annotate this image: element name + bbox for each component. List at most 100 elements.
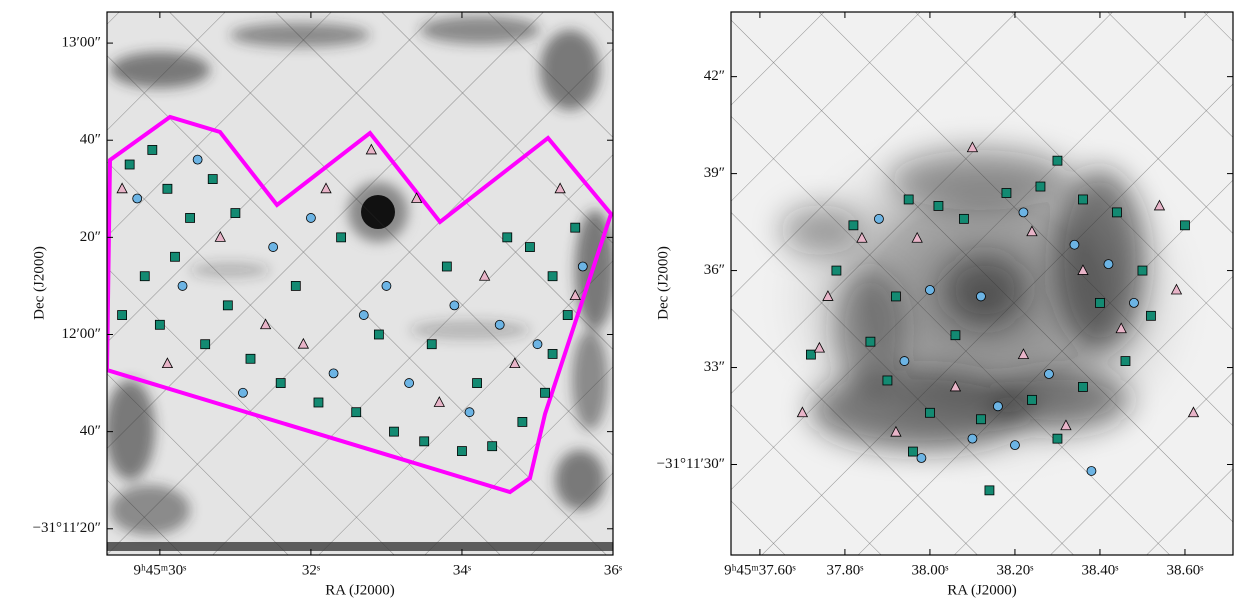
axes-frame: [730, 11, 1234, 556]
square-marker: [1001, 188, 1012, 198]
square-marker: [1120, 356, 1131, 366]
triangle-marker: [1026, 225, 1038, 237]
triangle-marker: [911, 231, 923, 243]
square-marker: [806, 349, 816, 360]
square-marker: [373, 329, 384, 340]
y-tick-label: 40″: [80, 423, 101, 439]
square-marker: [976, 414, 986, 425]
circle-marker: [177, 281, 188, 291]
axes-frame: [106, 11, 614, 556]
square-marker: [230, 208, 241, 218]
circle-marker: [1044, 369, 1054, 379]
circle-marker: [268, 242, 279, 252]
x-tick-label: 32ˢ: [302, 562, 320, 578]
square-marker: [336, 232, 347, 243]
square-marker: [1095, 297, 1105, 308]
triangle-marker: [569, 289, 581, 301]
square-marker: [457, 446, 467, 456]
x-tick-label: 36ˢ: [604, 562, 622, 578]
square-marker: [831, 265, 842, 276]
markers: [796, 141, 1200, 496]
square-marker: [1035, 181, 1046, 192]
field-outline: [107, 114, 613, 495]
circle-marker: [967, 433, 978, 444]
square-marker: [170, 251, 180, 262]
triangle-marker: [433, 396, 445, 407]
triangle-marker: [320, 182, 332, 194]
triangle-marker: [1060, 419, 1072, 431]
x-tick-label: 38.20ˢ: [996, 562, 1033, 578]
square-marker: [547, 349, 558, 359]
triangle-marker: [1170, 283, 1183, 295]
square-marker: [441, 261, 452, 272]
x-tick-label: 38.40ˢ: [1081, 562, 1118, 578]
y-tick-label: −31°11′30″: [657, 456, 725, 472]
square-marker: [547, 271, 558, 282]
triangle-marker: [966, 141, 979, 153]
x-tick-label: 34ˢ: [453, 562, 471, 578]
triangle-marker: [949, 380, 962, 392]
square-marker: [1052, 155, 1063, 166]
triangle-marker: [796, 406, 809, 418]
triangle-marker: [410, 192, 423, 203]
circle-marker: [874, 213, 884, 224]
y-tick-label: −31°11′20″: [33, 520, 101, 536]
y-tick-label: 20″: [80, 229, 101, 245]
square-marker: [290, 281, 301, 291]
x-tick-label: 38.00ˢ: [911, 562, 948, 578]
square-marker: [959, 213, 969, 224]
square-marker: [1027, 394, 1037, 405]
square-marker: [1052, 433, 1063, 444]
circle-marker: [328, 368, 339, 379]
circle-marker: [1018, 207, 1029, 218]
square-marker: [1078, 382, 1088, 392]
square-marker: [426, 339, 437, 350]
x-tick-label: 9ʰ45ᵐ37.60ˢ: [724, 562, 796, 578]
square-marker: [570, 222, 581, 233]
markers: [116, 143, 588, 456]
y-tick-label: 40″: [80, 132, 101, 148]
square-marker: [865, 336, 876, 347]
triangle-marker: [161, 357, 174, 369]
triangle-marker: [365, 143, 377, 155]
x-axis-label: RA (J2000): [947, 582, 1017, 598]
triangle-marker: [509, 357, 521, 369]
circle-marker: [449, 300, 460, 311]
square-marker: [502, 232, 513, 243]
square-marker: [117, 310, 128, 320]
square-marker: [185, 213, 195, 223]
square-marker: [207, 174, 218, 184]
square-marker: [517, 417, 528, 427]
square-marker: [154, 319, 165, 330]
circle-marker: [925, 285, 935, 295]
sky-image-right: [731, 12, 1233, 555]
circle-marker: [899, 356, 910, 366]
circle-marker: [1129, 297, 1139, 308]
square-marker: [472, 378, 482, 388]
square-marker: [275, 378, 286, 388]
square-marker: [908, 446, 918, 457]
triangle-marker: [116, 182, 128, 194]
triangle-marker: [478, 269, 491, 281]
y-axis-label: Dec (J2000): [31, 246, 47, 320]
square-marker: [487, 441, 498, 452]
circle-marker: [993, 401, 1003, 412]
square-marker: [313, 397, 324, 408]
square-marker: [1112, 207, 1122, 218]
square-marker: [891, 291, 901, 302]
y-axis-label: Dec (J2000): [655, 246, 671, 320]
square-marker: [1146, 310, 1156, 321]
triangle-marker: [856, 231, 868, 243]
square-marker: [124, 159, 135, 170]
triangle-marker: [554, 182, 566, 194]
square-marker: [200, 339, 211, 350]
circle-marker: [577, 261, 588, 272]
triangle-marker: [1153, 199, 1166, 211]
circle-marker: [1103, 259, 1114, 270]
circle-marker: [494, 319, 505, 330]
y-tick-label: 39″: [704, 165, 725, 181]
square-marker: [389, 426, 399, 437]
x-tick-label: 38.60ˢ: [1166, 562, 1203, 578]
triangle-marker: [1077, 264, 1089, 275]
circle-marker: [976, 291, 986, 302]
